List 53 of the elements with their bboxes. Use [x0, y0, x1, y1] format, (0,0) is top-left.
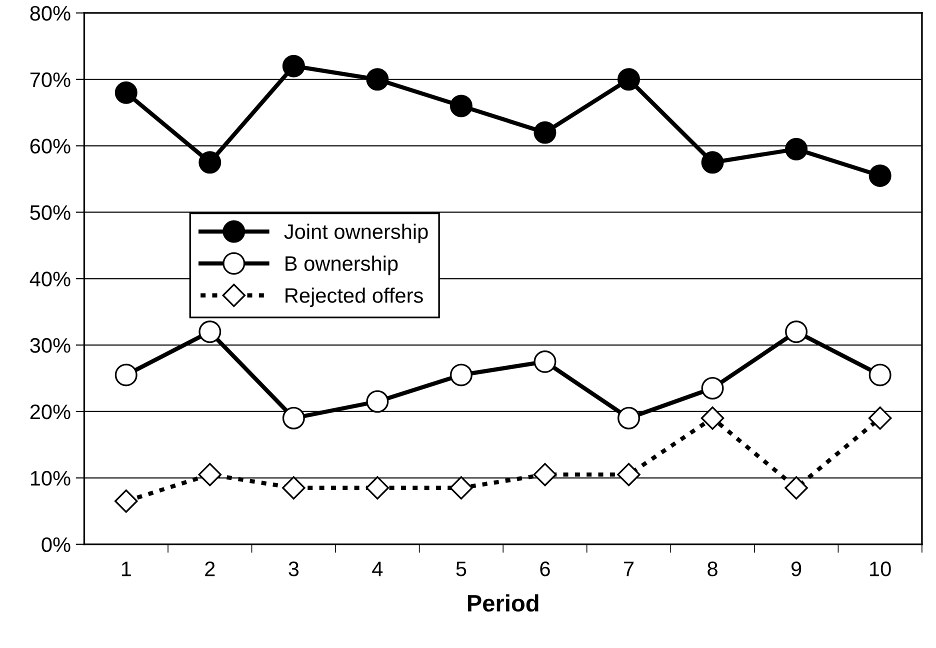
x-tick-label: 6 [540, 562, 550, 576]
point [198, 151, 222, 174]
point [785, 138, 808, 160]
legend-label: Rejected offers [286, 288, 423, 307]
point [114, 81, 138, 104]
point [450, 94, 472, 118]
point [618, 406, 640, 430]
x-tick-label: 4 [372, 562, 383, 576]
y-tick-label: 20% [30, 404, 70, 420]
y-tick-label: 10% [30, 470, 70, 486]
point [868, 406, 892, 430]
point [366, 476, 390, 500]
point [701, 151, 724, 174]
x-tick-label: 1 [122, 562, 131, 576]
point [282, 476, 306, 500]
point [198, 320, 222, 344]
x-tick-label: 3 [288, 562, 299, 576]
point [534, 350, 556, 373]
legend-label: Joint ownership [284, 224, 428, 244]
x-tick-label: 2 [205, 562, 215, 576]
y-tick-label: 50% [30, 205, 70, 220]
point [868, 364, 892, 386]
y-tick-label: 30% [30, 338, 70, 353]
y-tick-label: 80% [30, 6, 70, 21]
point [868, 164, 892, 187]
y-tick-label: 40% [30, 272, 70, 286]
point [282, 406, 305, 430]
point [617, 462, 640, 486]
y-tick-label: 0% [42, 537, 70, 552]
point [366, 68, 389, 91]
point [533, 462, 557, 486]
point [114, 364, 138, 386]
y-tick-label: 70% [30, 72, 70, 88]
point [700, 406, 724, 430]
point [785, 320, 808, 344]
y-tick-label: 60% [30, 138, 70, 154]
point [701, 376, 724, 400]
point [534, 121, 556, 144]
point [618, 68, 640, 91]
point [450, 364, 472, 386]
point [198, 462, 222, 486]
x-tick-label: 8 [708, 562, 718, 576]
x-tick-label: 5 [456, 562, 466, 576]
x-tick-label: 10 [870, 562, 891, 576]
x-tick-label: 9 [791, 562, 802, 576]
point [282, 54, 305, 78]
x-tick-label: 7 [624, 562, 634, 576]
point [784, 476, 808, 500]
point [114, 490, 138, 513]
legend-label: B ownership [286, 256, 398, 276]
point [450, 476, 473, 500]
x-axis-title: Period [468, 594, 538, 612]
point [366, 390, 389, 413]
